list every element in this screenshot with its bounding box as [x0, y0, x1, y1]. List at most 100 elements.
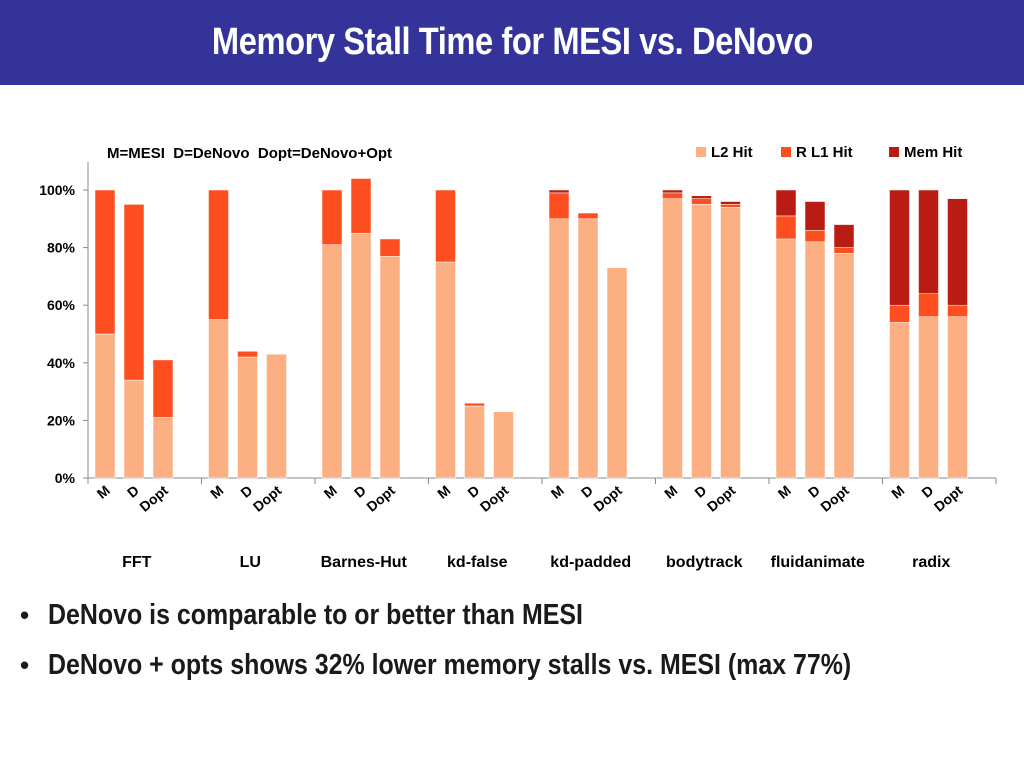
bar-segment-l2-hit — [918, 316, 939, 479]
bar-segment-r-l1-hit — [918, 293, 939, 317]
bar-segment-l2-hit — [435, 261, 456, 479]
legend-swatch — [696, 147, 706, 157]
bar-segment-r-l1-hit — [237, 351, 258, 358]
bullet-list: • DeNovo is comparable to or better than… — [20, 590, 1010, 690]
bar-segment-l2-hit — [804, 241, 826, 479]
bar-segment-mem-hit — [691, 195, 712, 199]
y-tick-label: 100% — [39, 182, 75, 198]
bar-segment-l2-hit — [350, 232, 372, 479]
bar-segment-r-l1-hit — [152, 359, 174, 418]
bullet-item: • DeNovo + opts shows 32% lower memory s… — [20, 640, 1010, 690]
title-bar: Memory Stall Time for MESI vs. DeNovo — [0, 0, 1024, 85]
bar-segment-r-l1-hit — [804, 230, 826, 243]
bullet-text: DeNovo is comparable to or better than M… — [48, 598, 583, 631]
bar-segment-mem-hit — [889, 189, 910, 306]
bar-segment-r-l1-hit — [775, 215, 797, 240]
group-label: bodytrack — [666, 554, 743, 571]
y-tick-label: 40% — [47, 355, 76, 371]
bullet-text: DeNovo + opts shows 32% lower memory sta… — [48, 648, 852, 681]
bar-segment-l2-hit — [775, 238, 797, 479]
bar-segment-r-l1-hit — [889, 304, 910, 323]
bar-segment-mem-hit — [720, 201, 741, 205]
group-label: radix — [912, 554, 950, 571]
bar-segment-r-l1-hit — [94, 189, 116, 335]
bar-segment-l2-hit — [266, 353, 287, 479]
bar-segment-l2-hit — [577, 218, 599, 479]
bar-segment-l2-hit — [464, 405, 485, 479]
bar-segment-r-l1-hit — [548, 192, 570, 220]
bar-segment-r-l1-hit — [833, 247, 855, 254]
bar-label: D — [918, 482, 936, 501]
bar-label: Dopt — [136, 482, 171, 515]
bar-segment-l2-hit — [493, 411, 514, 479]
bar-segment-r-l1-hit — [321, 189, 343, 245]
bar-label: D — [237, 482, 255, 501]
bar-label: D — [464, 482, 482, 501]
bar-segment-l2-hit — [691, 204, 712, 479]
group-label: Barnes-Hut — [321, 554, 408, 571]
bar-label: D — [805, 482, 823, 501]
bar-segment-r-l1-hit — [350, 178, 372, 234]
y-tick-label: 0% — [55, 470, 76, 486]
bar-label: M — [434, 482, 453, 502]
bar-segment-r-l1-hit — [662, 192, 683, 199]
bar-segment-l2-hit — [379, 255, 401, 479]
bar-segment-l2-hit — [123, 379, 145, 479]
bar-segment-l2-hit — [662, 198, 683, 479]
bullet-dot: • — [20, 599, 30, 630]
bar-segment-r-l1-hit — [208, 189, 229, 320]
bar-segment-r-l1-hit — [435, 189, 456, 263]
bar-label: M — [94, 482, 113, 502]
bar-segment-l2-hit — [606, 267, 628, 479]
bar-label: M — [888, 482, 907, 502]
y-axis: 0% 20% 40% 60% 80% 100% — [39, 162, 997, 486]
bar-segment-l2-hit — [889, 322, 910, 479]
bar-label: Dopt — [250, 482, 285, 515]
bullet-dot: • — [20, 649, 30, 680]
bar-segment-r-l1-hit — [123, 204, 145, 381]
group-label: kd-false — [447, 554, 508, 571]
bar-segment-r-l1-hit — [464, 402, 485, 407]
bar-segment-l2-hit — [548, 218, 570, 479]
bar-label: D — [578, 482, 596, 501]
bar-segment-r-l1-hit — [947, 304, 968, 317]
bar-segment-r-l1-hit — [691, 198, 712, 205]
legend-label: L2 Hit — [711, 144, 753, 161]
bar-label: D — [691, 482, 709, 501]
bullet-item: • DeNovo is comparable to or better than… — [20, 590, 1010, 640]
bar-label: Dopt — [704, 482, 739, 515]
bar-segment-l2-hit — [208, 319, 229, 479]
bar-label: M — [207, 482, 226, 502]
bar-segment-mem-hit — [548, 189, 570, 194]
bar-label: M — [321, 482, 340, 502]
bar-segment-l2-hit — [947, 316, 968, 479]
legend-swatch — [781, 147, 791, 157]
bar-segment-mem-hit — [804, 201, 826, 231]
legend-label: Mem Hit — [904, 144, 962, 161]
legend-swatch — [889, 147, 899, 157]
bar-segment-l2-hit — [321, 244, 343, 479]
y-tick-label: 80% — [47, 240, 76, 256]
bar-segment-mem-hit — [775, 189, 797, 217]
group-label: kd-padded — [550, 554, 631, 571]
bar-label: Dopt — [477, 482, 512, 515]
legend-label: R L1 Hit — [796, 144, 853, 161]
bar-label: D — [351, 482, 369, 501]
bar-segment-l2-hit — [152, 417, 174, 479]
bars — [94, 178, 968, 479]
y-tick-label: 60% — [47, 297, 76, 313]
group-label: FFT — [122, 554, 152, 571]
bar-label: Dopt — [590, 482, 625, 515]
bar-label: M — [548, 482, 567, 502]
chart-annotation: M=MESI D=DeNovo Dopt=DeNovo+Opt — [107, 145, 392, 162]
y-tick-label: 20% — [47, 412, 76, 428]
bar-label: M — [775, 482, 794, 502]
bar-label: Dopt — [817, 482, 852, 515]
bar-label: Dopt — [363, 482, 398, 515]
bar-segment-mem-hit — [833, 224, 855, 248]
bar-segment-l2-hit — [94, 333, 116, 479]
bar-segment-mem-hit — [947, 198, 968, 306]
bar-label: D — [124, 482, 142, 501]
